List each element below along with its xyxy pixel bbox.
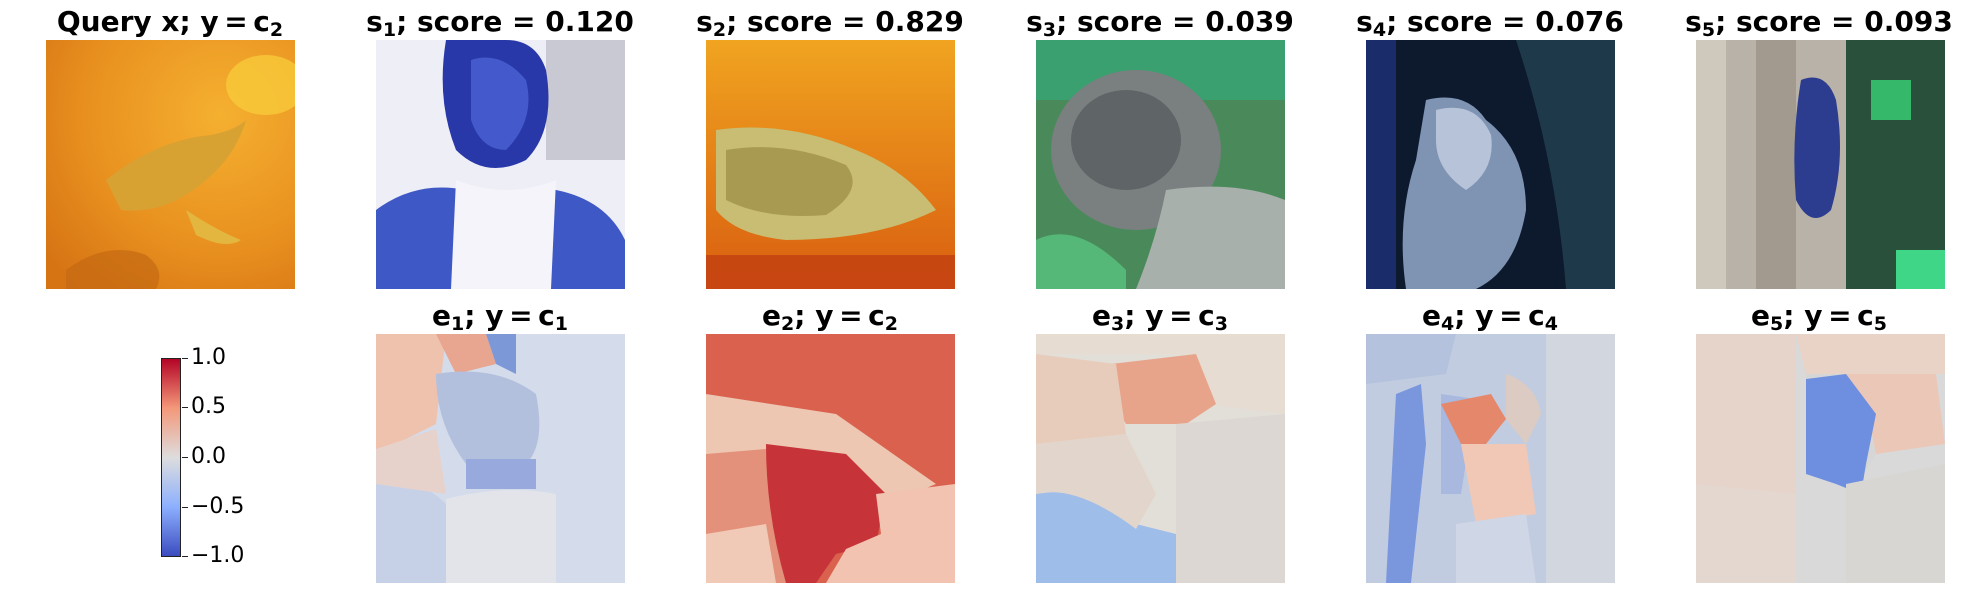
e5-map [1696,334,1945,583]
s1-title-text: s [366,5,383,38]
colorbar-tick [182,507,188,508]
s4-image [1366,40,1615,289]
s3-title-sub: 3 [1042,19,1057,41]
colorbar-tick-label: 0.0 [191,444,226,469]
s2-image [706,40,955,289]
s5-title-text: s [1685,5,1702,38]
e1-title-mid: ; y = c [464,299,555,332]
e3-title-sub2: 3 [1214,313,1228,335]
e2-title-mid: ; y = c [794,299,885,332]
e5-title-sub: 5 [1770,313,1784,335]
s1-title-sub: 1 [382,19,397,41]
s3-title: s3; score = 0.039 [1026,5,1294,41]
e3-title-mid: ; y = c [1124,299,1215,332]
e1-map [376,334,625,583]
s4-title-text: s [1356,5,1373,38]
s2-title-text: s [696,5,713,38]
colorbar-tick [182,556,188,557]
s3-image [1036,40,1285,289]
e5-title: e5; y = c5 [1751,299,1887,335]
query-title-text: Query x; y = c [56,5,270,38]
s1-title: s1; score = 0.120 [366,5,634,41]
e3-title-text: e [1092,299,1112,332]
query-title: Query x; y = c2 [56,5,284,41]
e5-title-mid: ; y = c [1783,299,1874,332]
s4-score: ; score = 0.076 [1386,5,1624,38]
s2-title-sub: 2 [712,19,727,41]
colorbar [161,358,181,557]
s4-title-sub: 4 [1372,19,1387,41]
e2-title-text: e [762,299,782,332]
colorbar-tick [182,358,188,359]
s5-title-sub: 5 [1701,19,1716,41]
e3-title: e3; y = c3 [1092,299,1228,335]
e1-title-sub: 1 [451,313,465,335]
s4-title: s4; score = 0.076 [1356,5,1624,41]
e5-title-sub2: 5 [1873,313,1887,335]
s1-image [376,40,625,289]
s3-title-text: s [1026,5,1043,38]
colorbar-tick [182,457,188,458]
s5-image [1696,40,1945,289]
e4-title: e4; y = c4 [1422,299,1558,335]
e1-title-text: e [432,299,452,332]
colorbar-tick-label: 0.5 [191,394,226,419]
e4-map [1366,334,1615,583]
e4-title-mid: ; y = c [1454,299,1545,332]
e1-title: e1; y = c1 [432,299,568,335]
e2-title: e2; y = c2 [762,299,898,335]
query-title-sub: 2 [269,19,284,41]
s1-score: ; score = 0.120 [396,5,634,38]
e4-title-text: e [1422,299,1442,332]
e2-title-sub: 2 [781,313,795,335]
s5-score: ; score = 0.093 [1715,5,1953,38]
s2-score: ; score = 0.829 [726,5,964,38]
e4-title-sub2: 4 [1544,313,1558,335]
colorbar-tick [182,407,188,408]
e2-map [706,334,955,583]
colorbar-tick-label: 1.0 [191,345,226,370]
query-image [46,40,295,289]
e5-title-text: e [1751,299,1771,332]
e4-title-sub: 4 [1441,313,1455,335]
e2-title-sub2: 2 [884,313,898,335]
e3-map [1036,334,1285,583]
e3-title-sub: 3 [1111,313,1125,335]
s2-title: s2; score = 0.829 [696,5,964,41]
colorbar-tick-label: −0.5 [191,494,245,519]
colorbar-tick-label: −1.0 [191,543,245,568]
s5-title: s5; score = 0.093 [1685,5,1953,41]
e1-title-sub2: 1 [554,313,568,335]
s3-score: ; score = 0.039 [1056,5,1294,38]
